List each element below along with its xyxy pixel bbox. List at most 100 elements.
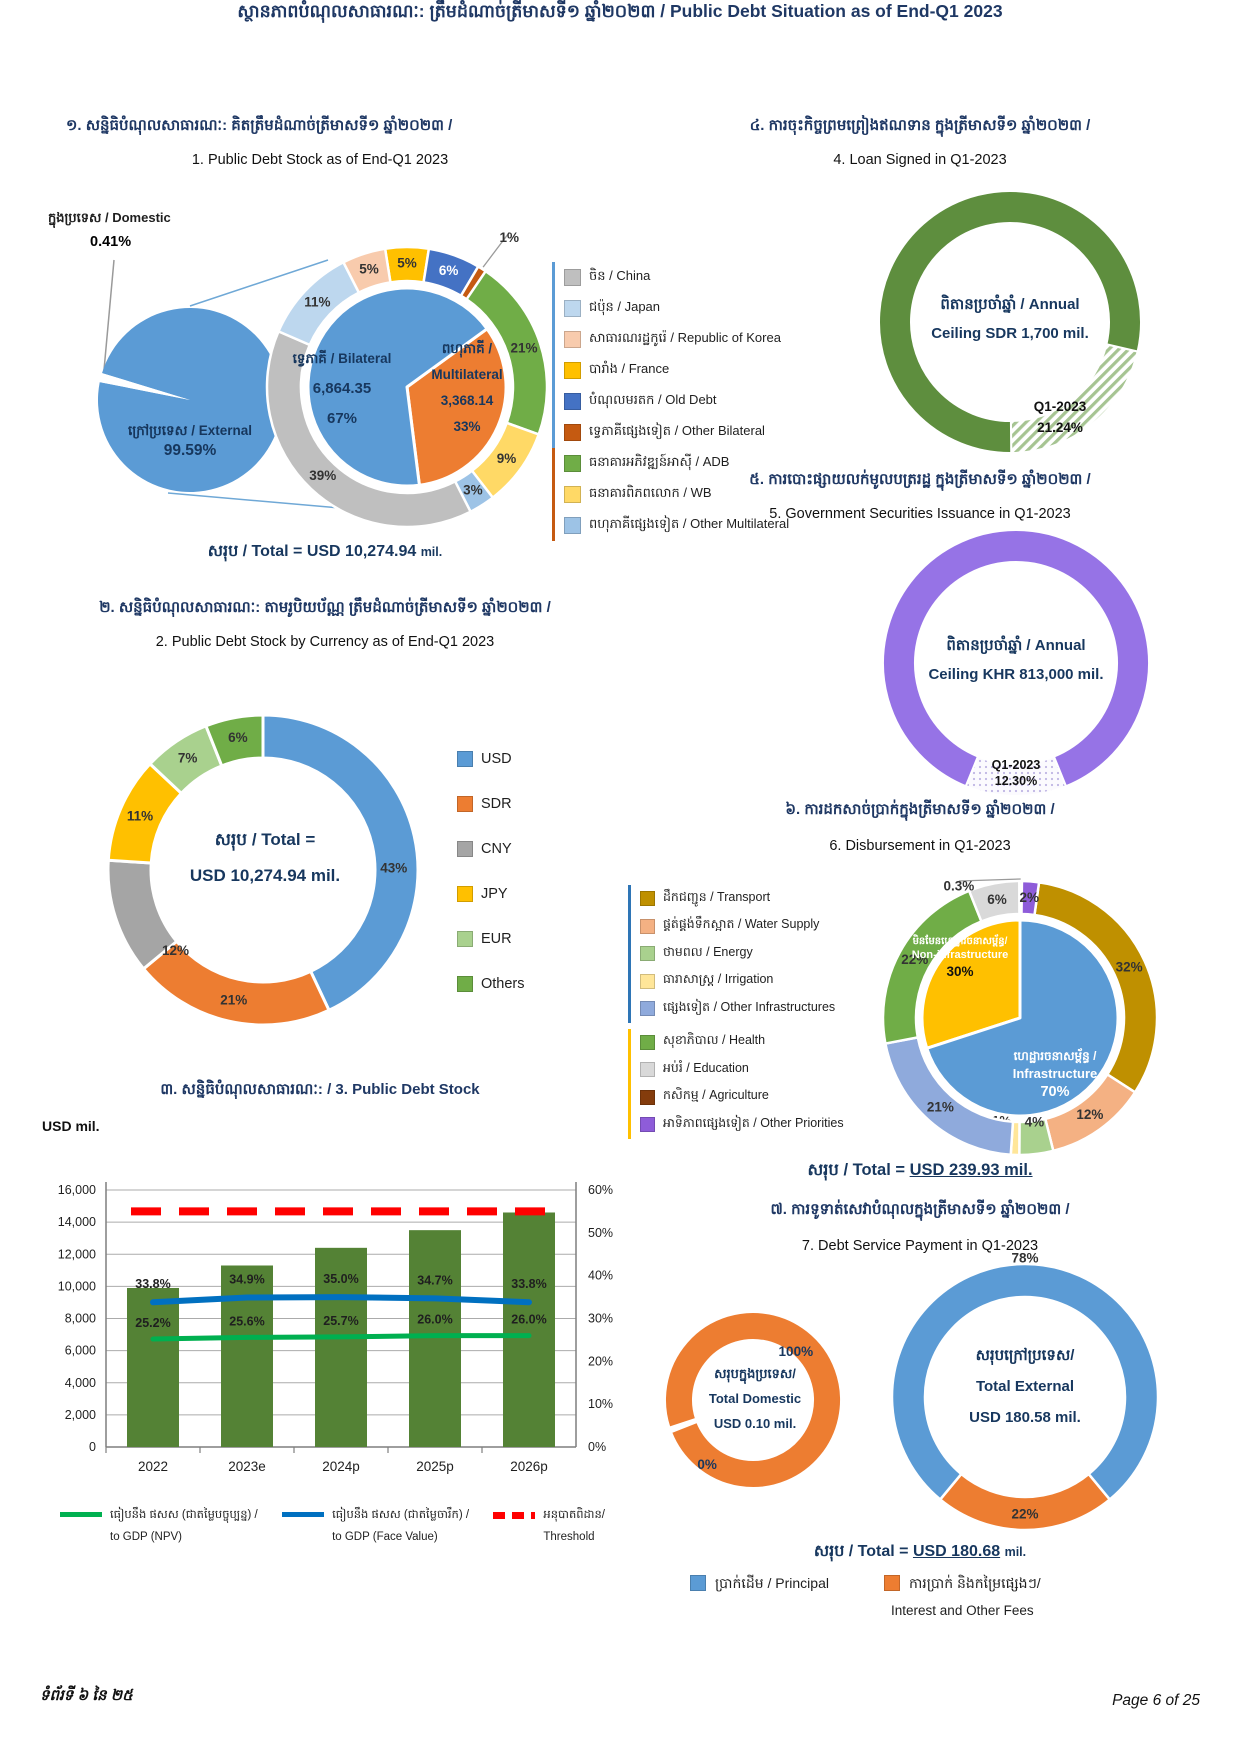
line-label: 25.2% (135, 1316, 170, 1330)
legend-swatch (690, 1575, 706, 1591)
legend-label: អប់រំ / Education (663, 1060, 749, 1075)
section1-heading-khmer: ១. សន្និធិបំណុលសាធារណៈ: គិតត្រឹមដំណាច់ត្… (66, 117, 453, 134)
x-label: 2023e (228, 1459, 266, 1474)
legend-item-japan: ជប៉ុន / Japan (564, 293, 789, 324)
section4-heading-english: 4. Loan Signed in Q1-2023 (833, 152, 1007, 168)
total-external-english: Total External (975, 1378, 1075, 1395)
chart-debt-stock-bars: 0 2,000 4,000 6,000 8,000 10,000 12,000 14,000 1… (36, 1165, 616, 1495)
left-tick: 2,000 (65, 1408, 96, 1422)
section7-heading-english: 7. Debt Service Payment in Q1-2023 (801, 1238, 1039, 1254)
multilateral-amount: 3,368.14 (440, 393, 494, 408)
legend-group: ចិន / China ជប៉ុន / Japan សាធារណរដ្ឋកូរ៉េ … (552, 262, 789, 448)
segment-label: 0.3% (943, 879, 974, 894)
legend-item-to-gdp-face-value-: ធៀបនឹង ផសស (ជាតម្លៃចារឹក) / to GDP (Face … (282, 1505, 469, 1549)
segment-label: 4% (1025, 1115, 1045, 1130)
x-label: 2025p (416, 1459, 454, 1474)
legend-label: CNY (481, 840, 512, 857)
segment-Multilateral (405, 327, 508, 487)
bilateral-percent: 67% (326, 410, 358, 427)
legend-label: ធនាគារពិភពលោក / WB (589, 485, 712, 500)
legend-label-line2: Interest and Other Fees (891, 1603, 1034, 1618)
legend-swatch (564, 486, 581, 503)
page-title-english: Public Debt Situation as of End-Q1 2023 (670, 1, 1003, 21)
bar-2026p (503, 1212, 555, 1447)
section4-heading-khmer: ៤. ការចុះកិច្ចព្រមព្រៀងឥណទាន ក្នុងត្រីមា… (749, 117, 1091, 134)
line-label: 34.7% (417, 1273, 452, 1287)
legend-label: សាធារណរដ្ឋកូរ៉េ / Republic of Korea (589, 330, 781, 345)
legend-swatch (457, 795, 473, 812)
line-0 (150, 1294, 532, 1306)
infra-percent: 70% (1040, 1084, 1070, 1100)
q1-percent: 21.24% (1037, 420, 1083, 435)
legend-item-transport: ដឹកជញ្ជូន / Transport (640, 885, 844, 913)
chart-securities-issuance: ពិតានប្រចាំឆ្នាំ / Annual Ceiling KHR 81… (876, 525, 1156, 815)
segment-label: 5% (397, 256, 417, 271)
segment-label: 22% (901, 952, 928, 967)
annual-ceiling-khmer: ពិតានប្រចាំឆ្នាំ / Annual (946, 637, 1086, 654)
segment-label: 7% (178, 751, 198, 766)
segment-label: 39% (309, 468, 336, 483)
total1-value: USD 10,274.94 (306, 543, 417, 560)
currency-total-label: សរុប / Total = (214, 830, 316, 849)
segment-Bilateral (306, 286, 489, 488)
free-label: 78% (1011, 1251, 1038, 1266)
line-label: 25.6% (229, 1314, 264, 1328)
legend-label: ផ្គត់ផ្គង់ទឹកស្អាត / Water Supply (663, 917, 820, 932)
cc5-svg (882, 529, 1150, 797)
chart-debt-stock-breakdown: ក្នុងប្រទេស / Domestic 0.41% ក្រៅប្រទេស … (40, 198, 620, 543)
section2-heading-english: 2. Public Debt Stock by Currency as of E… (155, 634, 495, 650)
left-tick: 10,000 (58, 1279, 96, 1293)
footer-page-number-english: Page 6 of 25 (1112, 1692, 1200, 1709)
annual-ceiling-amount: Ceiling KHR 813,000 mil. (928, 666, 1104, 683)
noninfrastructure-label: មិនមែនហេដ្ឋារចនាសម្ព័ន្ធ/ Non-infrastruc… (884, 934, 1036, 979)
segment-Infrastructure (925, 918, 1120, 1118)
multilateral-center-label: ពហុភាគី / Multilateral 3,368.14 33% (412, 336, 522, 440)
currency-donut-center: សរុប / Total = USD 10,274.94 mil. (145, 822, 385, 894)
currency-total-value: USD 10,274.94 mil. (189, 866, 341, 885)
right-tick: 0% (588, 1440, 606, 1454)
free-label: 100% (779, 1344, 814, 1359)
free-label: 0% (697, 1457, 717, 1472)
segment-label: 6% (228, 730, 248, 745)
section7-heading-khmer: ៧. ការទូទាត់សេវាបំណុលក្នុងត្រីមាសទី១ ឆ្ន… (770, 1201, 1070, 1218)
cc4-svg (878, 190, 1142, 454)
legend-label: ចិន / China (589, 268, 651, 283)
legend-label: ធារាសាស្ត្រ / Irrigation (663, 972, 774, 987)
legend-item-korea: សាធារណរដ្ឋកូរ៉េ / Republic of Korea (564, 324, 789, 355)
legend-item-sdr: SDR (457, 781, 525, 826)
legend-group: ដឹកជញ្ជូន / Transport ផ្គត់ផ្គង់ទឹកស្អាត … (628, 885, 844, 1023)
bar-2025p (409, 1230, 461, 1447)
legend-item-china: ចិន / China (564, 262, 789, 293)
total-domestic-english: Total Domestic (708, 1391, 802, 1406)
segment-Remaining annual ceiling (882, 529, 1150, 788)
legend-label: អាទិភាពផ្សេងទៀត / Other Priorities (663, 1115, 844, 1130)
legend-item-adb: ធនាគារអភិវឌ្ឍន៍អាស៊ី / ADB (564, 448, 789, 479)
segment-label: 32% (1116, 960, 1143, 975)
chart-loan-signed: ពិតានប្រចាំឆ្នាំ / Annual Ceiling SDR 1,… (870, 180, 1150, 470)
left-tick: 8,000 (65, 1312, 96, 1326)
legend-item-old-debt: បំណុលមរតក / Old Debt (564, 386, 789, 417)
left-tick: 16,000 (58, 1183, 96, 1197)
annual-ceiling-khmer: ពិតានប្រចាំឆ្នាំ / Annual (940, 296, 1080, 313)
legend-label: អនុបាតពិដាន/Threshold (543, 1509, 605, 1543)
legend-label: កសិកម្ម / Agriculture (663, 1088, 769, 1103)
q1-period: Q1-2023 (1033, 399, 1087, 414)
segment-External (98, 307, 283, 492)
segment-label: 9% (497, 451, 517, 466)
line-swatch (60, 1512, 102, 1517)
segment-label: 5% (359, 262, 379, 277)
segment-label: 21% (220, 992, 247, 1007)
legend-label: ជប៉ុន / Japan (589, 299, 661, 314)
domestic-callout-value: 0.41% (90, 234, 132, 250)
line-label: 26.0% (511, 1313, 546, 1327)
legend-item-other-infrastructures: ផ្សេងទៀត / Other Infrastructures (640, 995, 844, 1023)
dashed-line-swatch (493, 1512, 536, 1519)
segment-Interest and Other Fees (664, 1311, 842, 1489)
line-swatch (282, 1512, 325, 1517)
external-pie-label: ក្រៅប្រទេស / External 99.59% (95, 422, 285, 460)
section6-legend: ដឹកជញ្ជូន / Transport ផ្គត់ផ្គង់ទឹកស្អាត … (628, 885, 844, 1139)
legend-label: ធនាគារអភិវឌ្ឍន៍អាស៊ី / ADB (589, 454, 730, 469)
legend-item-irrigation: ធារាសាស្ត្រ / Irrigation (640, 968, 844, 996)
legend-item-health: សុខាភិបាល / Health (640, 1029, 844, 1057)
legend-swatch (640, 891, 655, 907)
